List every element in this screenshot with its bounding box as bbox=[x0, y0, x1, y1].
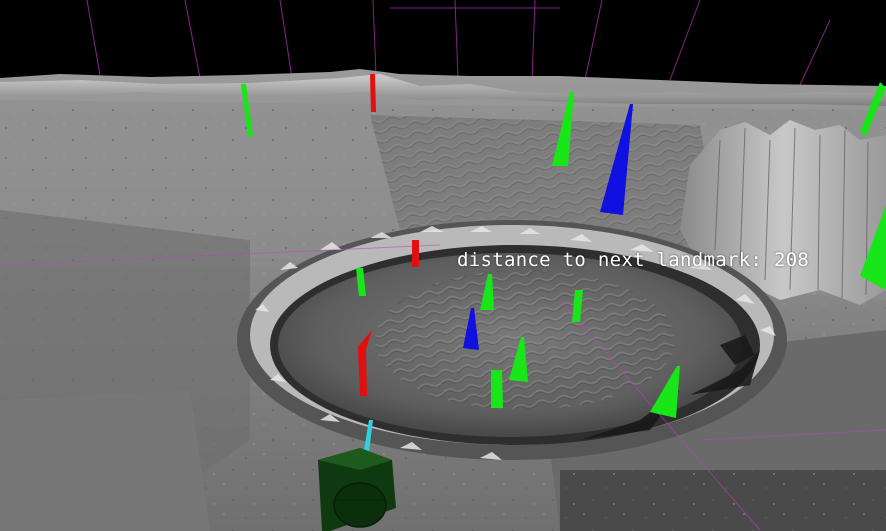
marker-green-4 bbox=[860, 205, 886, 290]
marker-red-3 bbox=[357, 330, 372, 396]
marker-green-10 bbox=[650, 366, 680, 418]
marker-cyan-1 bbox=[364, 420, 373, 452]
marker-blue-2 bbox=[463, 308, 479, 350]
marker-blue-1 bbox=[600, 104, 633, 215]
cliffs-right bbox=[680, 120, 886, 305]
marker-red-2 bbox=[412, 240, 419, 267]
far-ridge bbox=[0, 74, 886, 106]
rim-scallops bbox=[255, 226, 776, 460]
marker-green-6 bbox=[480, 274, 494, 310]
marker-green-8 bbox=[509, 337, 528, 382]
marker-green-1 bbox=[241, 84, 253, 137]
sky bbox=[0, 0, 886, 90]
marker-green-9 bbox=[491, 370, 503, 408]
marker-green-5 bbox=[356, 268, 366, 296]
marker-green-7 bbox=[572, 290, 583, 322]
grid-lines bbox=[86, 0, 831, 86]
marker-red-1 bbox=[370, 74, 376, 112]
rover-avatar bbox=[318, 448, 396, 531]
marker-green-2 bbox=[552, 92, 574, 166]
marker-green-3 bbox=[860, 82, 886, 136]
landmarks bbox=[241, 74, 886, 452]
